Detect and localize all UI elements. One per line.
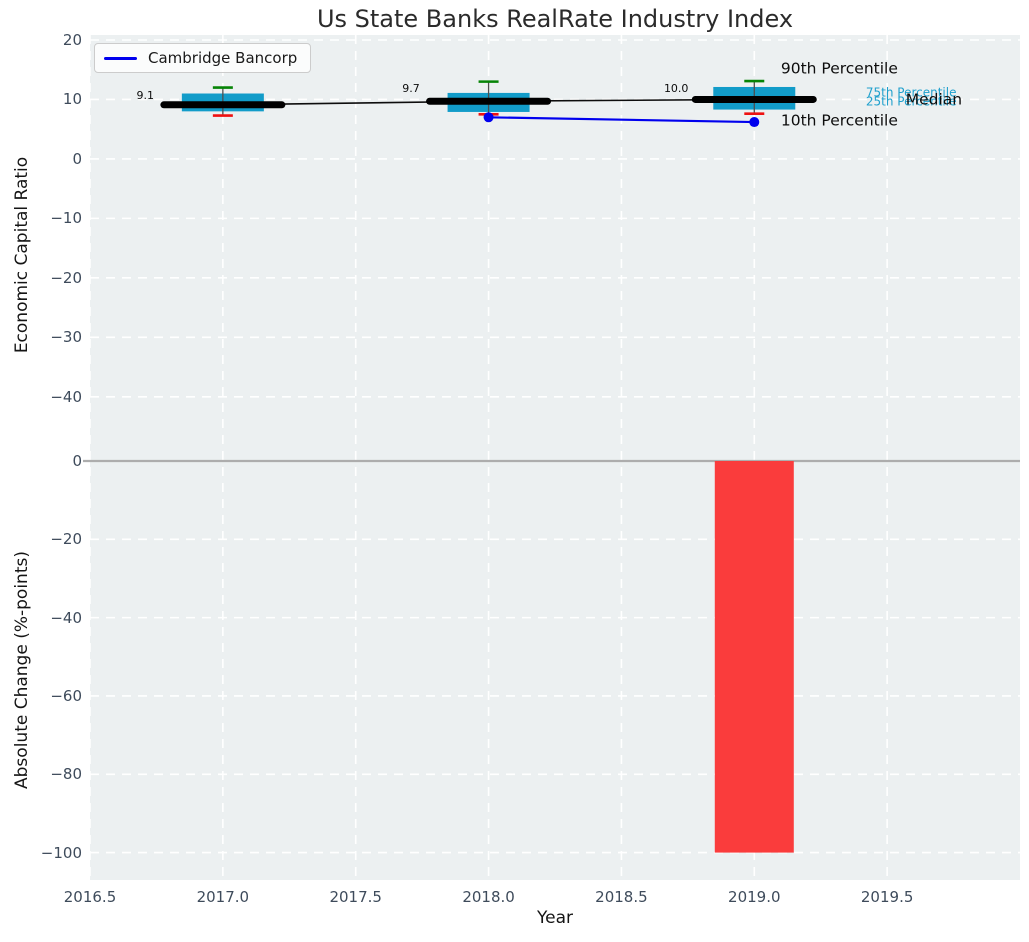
annotation-25th-percentile: 25th Percentile: [865, 93, 957, 108]
series-line: [488, 116, 755, 124]
annotation-9-7: 9.7: [402, 82, 420, 95]
annotation-median: Median: [905, 90, 963, 109]
x-axis-label: Year: [537, 908, 573, 928]
annotation-9-1: 9.1: [136, 89, 155, 103]
x-tick-label: 2019.5: [860, 888, 914, 906]
legend: Cambridge Bancorp: [94, 43, 312, 73]
top-y-axis-label: Economic Capital Ratio: [12, 156, 32, 354]
y-tick-label-top: −20: [50, 268, 82, 287]
y-tick-label-top: 20: [62, 30, 82, 49]
plot-background: [90, 35, 1020, 880]
y-tick-label-top: 10: [62, 90, 82, 109]
chart-title: Us State Banks RealRate Industry Index: [316, 5, 794, 33]
y-tick-label-bottom: −40: [50, 608, 82, 627]
series-point: [749, 117, 760, 128]
x-tick-label: 2016.5: [63, 888, 117, 906]
y-tick-label-bottom: 0: [72, 452, 82, 470]
x-tick-label: 2019.0: [728, 888, 781, 906]
annotation-10-0: 10.0: [663, 82, 689, 95]
bottom-y-axis-label: Absolute Change (%-points): [12, 551, 32, 789]
y-tick-label-top: 0: [72, 149, 82, 168]
y-tick-label-bottom: −20: [50, 530, 82, 549]
change-bar: [714, 461, 794, 853]
y-tick-label-top: −40: [50, 387, 82, 406]
x-tick-label: 2018.5: [595, 888, 648, 906]
legend-label: Cambridge Bancorp: [148, 49, 298, 67]
annotation-90th-percentile: 90th Percentile: [780, 59, 898, 78]
y-tick-label-bottom: −60: [50, 686, 82, 705]
y-tick-label-bottom: −100: [40, 843, 82, 862]
legend-line-swatch: [104, 56, 137, 60]
y-tick-label-top: −10: [50, 209, 82, 228]
y-tick-label-bottom: −80: [50, 765, 82, 784]
y-tick-label-top: −30: [50, 328, 82, 347]
x-tick-label: 2017.5: [329, 888, 382, 906]
series-point: [483, 112, 494, 123]
annotation-10th-percentile: 10th Percentile: [780, 111, 898, 130]
x-tick-label: 2017.0: [196, 888, 250, 906]
annotation-75th-percentile: 75th Percentile: [865, 85, 957, 100]
x-tick-label: 2018.0: [462, 888, 515, 906]
